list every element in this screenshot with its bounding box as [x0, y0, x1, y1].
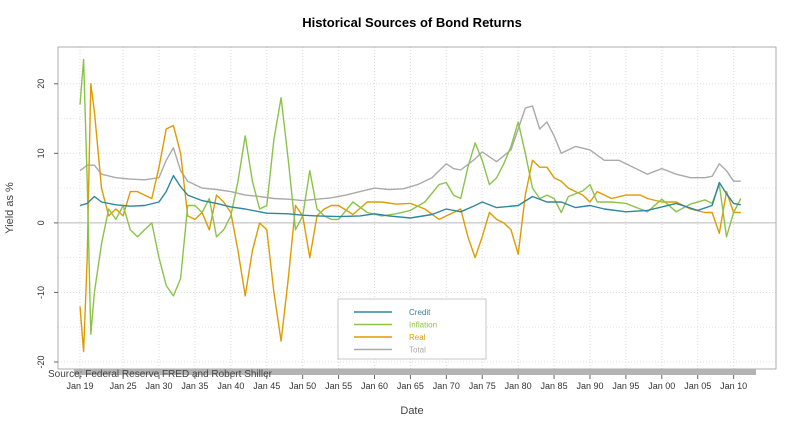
legend: Credit Inflation Real Total — [337, 298, 487, 360]
y-axis-label: Yield as % — [4, 182, 16, 234]
series-line-inflation — [79, 58, 742, 335]
legend-label-inflation: Inflation — [409, 321, 437, 330]
x-tick-label: Jan 85 — [541, 381, 568, 391]
x-tick-label: Jan 90 — [576, 381, 603, 391]
legend-label-real: Real — [409, 333, 426, 342]
x-axis-bar — [74, 369, 756, 375]
x-tick-label: Jan 65 — [397, 381, 424, 391]
series-line-real — [79, 83, 741, 353]
x-tick-label: Jan 50 — [289, 381, 316, 391]
legend-label-total: Total — [409, 346, 426, 355]
x-tick-label: Jan 30 — [145, 381, 172, 391]
y-tick-label: 20 — [36, 79, 46, 89]
x-tick-label: Jan 45 — [253, 381, 280, 391]
x-tick-label: Jan 05 — [684, 381, 711, 391]
y-tick-label: -10 — [36, 286, 46, 299]
legend-label-credit: Credit — [409, 308, 431, 317]
x-axis-label: Date — [400, 405, 423, 417]
series-line-credit — [79, 174, 741, 219]
x-tick-label: Jan 75 — [469, 381, 496, 391]
y-axis: -20 -10 0 10 20 — [36, 79, 58, 369]
source-note: Source: Federal Reserve FRED and Robert … — [48, 369, 273, 380]
x-tick-label: Jan 60 — [361, 381, 388, 391]
y-tick-label: -20 — [36, 355, 46, 368]
x-tick-label: Jan 55 — [325, 381, 352, 391]
x-tick-label: Jan 40 — [217, 381, 244, 391]
chart-title: Historical Sources of Bond Returns — [302, 15, 522, 30]
x-tick-label: Jan 25 — [110, 381, 137, 391]
y-tick-label: 10 — [36, 148, 46, 158]
x-tick-label: Jan 19 — [66, 381, 93, 391]
series-group — [79, 58, 742, 353]
series-line-total — [79, 105, 741, 202]
x-tick-label: Jan 10 — [720, 381, 747, 391]
y-tick-label: 0 — [36, 220, 46, 225]
x-tick-label: Jan 80 — [505, 381, 532, 391]
x-axis: Jan 19 Jan 25 Jan 30 Jan 35 Jan 40 Jan 45 Jan … — [66, 375, 747, 391]
x-tick-label: Jan 35 — [181, 381, 208, 391]
x-tick-label: Jan 95 — [612, 381, 639, 391]
x-tick-label: Jan 00 — [648, 381, 675, 391]
x-tick-label: Jan 70 — [433, 381, 460, 391]
